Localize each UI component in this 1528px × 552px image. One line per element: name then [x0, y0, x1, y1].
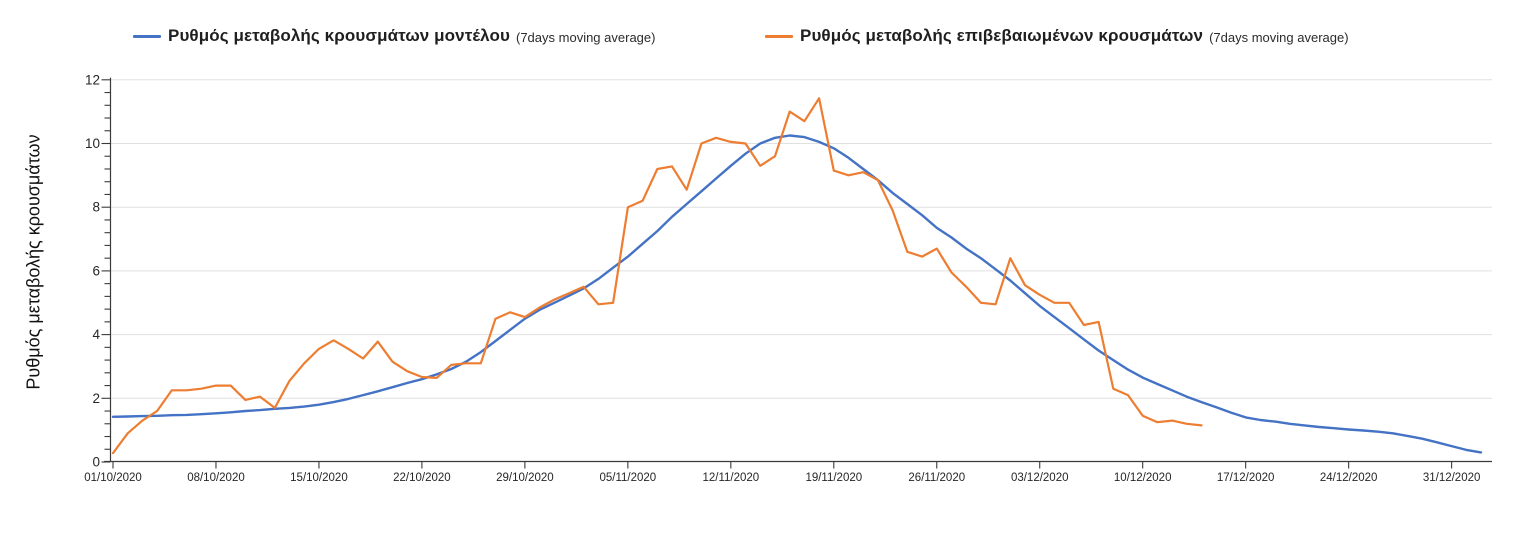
- legend-suffix-model: (7days moving average): [516, 29, 656, 45]
- legend-line-swatch-model: [133, 34, 161, 38]
- y-tick-label: 6: [92, 263, 100, 278]
- x-tick-label: 05/11/2020: [599, 472, 656, 484]
- legend-suffix-confirmed: (7days moving average): [1209, 29, 1349, 45]
- x-tick-label: 03/12/2020: [1011, 472, 1069, 484]
- x-tick-label: 12/11/2020: [702, 472, 759, 484]
- y-tick-label: 10: [85, 136, 100, 151]
- x-tick-label: 29/10/2020: [496, 472, 554, 484]
- legend-label-confirmed: Ρυθμός μεταβολής επιβεβαιωμένων κρουσμάτ…: [800, 26, 1204, 45]
- x-tick-label: 22/10/2020: [393, 472, 451, 484]
- y-tick-label: 0: [92, 455, 100, 470]
- x-tick-label: 10/12/2020: [1114, 472, 1172, 484]
- x-tick-label: 26/11/2020: [908, 472, 965, 484]
- x-tick-label: 08/10/2020: [187, 472, 245, 484]
- legend-line-swatch-confirmed: [765, 34, 793, 38]
- y-tick-label: 8: [92, 200, 100, 215]
- x-tick-label: 19/11/2020: [805, 472, 862, 484]
- legend-item-model: Ρυθμός μεταβολής κρουσμάτων μοντέλου (7d…: [133, 24, 655, 48]
- y-tick-label: 2: [92, 391, 100, 406]
- x-tick-label: 01/10/2020: [84, 472, 142, 484]
- x-tick-label: 15/10/2020: [290, 472, 348, 484]
- legend-item-confirmed: Ρυθμός μεταβολής επιβεβαιωμένων κρουσμάτ…: [765, 24, 1349, 48]
- legend-label-model: Ρυθμός μεταβολής κρουσμάτων μοντέλου: [168, 26, 510, 45]
- y-tick-label: 12: [85, 72, 100, 87]
- model-line-series: [111, 134, 1483, 454]
- x-tick-label: 24/12/2020: [1320, 472, 1378, 484]
- x-tick-label: 31/12/2020: [1423, 472, 1481, 484]
- y-tick-label: 4: [92, 327, 100, 342]
- x-tick-label: 17/12/2020: [1217, 472, 1275, 484]
- confirmed-line-series: [111, 97, 1203, 455]
